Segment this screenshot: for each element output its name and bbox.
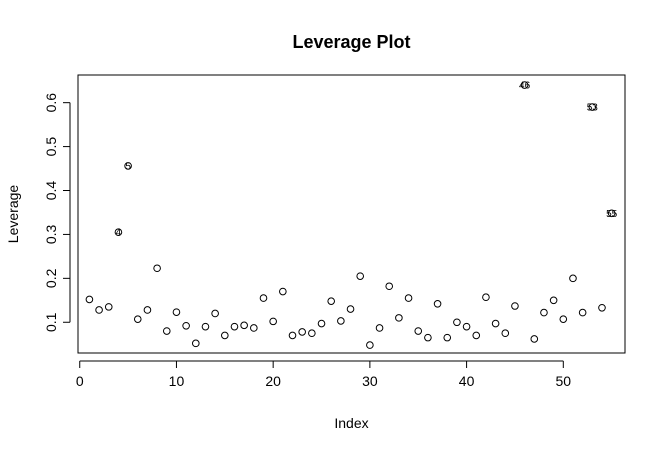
data-point	[356, 272, 365, 280]
data-point	[366, 341, 374, 349]
y-tick-label: 0.4	[43, 181, 59, 201]
y-tick-label: 0.2	[43, 268, 59, 288]
data-point	[559, 315, 568, 323]
data-point	[472, 331, 481, 340]
point-label: 53	[587, 103, 599, 114]
point-labels: 4 5 46 53 55	[116, 81, 618, 239]
data-point	[511, 302, 519, 310]
data-point	[114, 228, 123, 237]
data-point	[520, 81, 529, 89]
y-tick-label: 0.3	[43, 224, 59, 244]
data-point	[395, 314, 403, 322]
data-point	[346, 305, 355, 313]
data-point	[221, 331, 229, 340]
x-tick-label: 20	[265, 373, 281, 389]
y-tick-label: 0.6	[43, 93, 59, 113]
data-point	[259, 294, 268, 302]
data-point	[269, 317, 277, 326]
point-label: 46	[519, 81, 531, 92]
x-axis: 0 10 20 30 40 50	[76, 360, 572, 389]
data-points	[85, 81, 616, 349]
data-point	[501, 329, 510, 338]
data-point	[588, 103, 597, 111]
data-point	[569, 274, 577, 283]
data-point	[172, 308, 181, 316]
data-point	[95, 306, 103, 314]
point-label: 4	[116, 228, 122, 239]
plot-frame	[77, 74, 626, 354]
data-point	[375, 324, 384, 332]
data-point	[462, 322, 471, 331]
data-point	[201, 322, 210, 331]
data-point	[182, 321, 190, 330]
point-label: 55	[606, 209, 618, 220]
data-point	[549, 296, 558, 305]
data-point	[240, 321, 248, 330]
data-point	[433, 300, 442, 308]
data-point	[279, 287, 287, 296]
data-point	[250, 324, 258, 332]
data-point	[153, 264, 161, 273]
x-tick-label: 40	[459, 373, 475, 389]
x-axis-label: Index	[334, 415, 368, 431]
data-point	[327, 297, 335, 305]
data-point	[578, 308, 587, 317]
data-point	[211, 309, 219, 318]
data-point	[424, 333, 432, 342]
data-point	[162, 327, 171, 335]
data-point	[607, 209, 616, 218]
data-point	[308, 329, 316, 338]
data-point	[230, 322, 239, 331]
data-point	[414, 327, 423, 335]
data-point	[337, 317, 345, 325]
data-point	[143, 306, 152, 314]
data-point	[85, 295, 94, 304]
data-point	[443, 333, 452, 342]
data-point	[540, 308, 548, 317]
data-point	[530, 335, 539, 343]
data-point	[104, 303, 113, 311]
data-point	[491, 319, 500, 328]
data-point	[133, 315, 142, 323]
data-point	[404, 294, 413, 302]
data-point	[288, 331, 297, 340]
data-point	[317, 319, 326, 328]
x-tick-label: 10	[169, 373, 185, 389]
x-tick-label: 0	[76, 373, 84, 389]
y-tick-label: 0.1	[43, 312, 59, 332]
y-axis: 0.1 0.2 0.3 0.4 0.5 0.6	[43, 93, 71, 332]
data-point	[482, 293, 490, 302]
data-point	[453, 318, 461, 327]
x-tick-label: 50	[556, 373, 572, 389]
y-axis-label: Leverage	[5, 185, 21, 244]
x-tick-label: 30	[362, 373, 378, 389]
point-label: 5	[125, 161, 131, 172]
data-point	[124, 162, 132, 170]
data-point	[385, 282, 394, 291]
data-point	[191, 339, 200, 348]
data-point	[298, 328, 306, 336]
data-point	[598, 303, 606, 312]
y-tick-label: 0.5	[43, 137, 59, 157]
chart-title: Leverage Plot	[292, 32, 410, 52]
